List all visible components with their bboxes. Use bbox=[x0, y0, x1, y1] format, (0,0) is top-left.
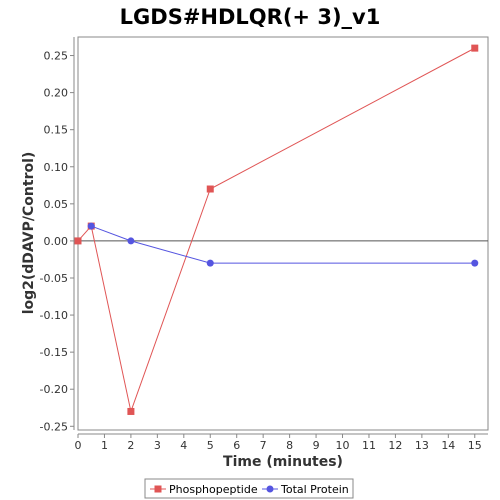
x-tick-label: 9 bbox=[313, 439, 320, 452]
x-tick-label: 8 bbox=[286, 439, 293, 452]
series-layer bbox=[74, 44, 479, 415]
chart-title: LGDS#HDLQR(+ 3)_v1 bbox=[120, 5, 381, 29]
x-tick-label: 14 bbox=[441, 439, 455, 452]
series-total-protein bbox=[87, 222, 479, 267]
x-tick-label: 15 bbox=[468, 439, 482, 452]
data-point bbox=[87, 222, 95, 230]
legend-total-protein-label: Total Protein bbox=[280, 483, 349, 496]
x-tick-label: 2 bbox=[127, 439, 134, 452]
y-tick-label: 0.00 bbox=[44, 235, 69, 248]
x-tick-label: 10 bbox=[336, 439, 350, 452]
data-point bbox=[127, 407, 135, 415]
y-tick-label: 0.20 bbox=[44, 87, 69, 100]
y-tick-label: 0.05 bbox=[44, 198, 69, 211]
y-tick-label: 0.10 bbox=[44, 161, 69, 174]
plot-area bbox=[77, 36, 489, 431]
legend-box bbox=[144, 478, 354, 499]
y-tick-label: 0.25 bbox=[44, 50, 69, 63]
y-tick-label: 0.15 bbox=[44, 124, 69, 137]
y-tick-label: -0.05 bbox=[40, 272, 68, 285]
x-axis-label: Time (minutes) bbox=[223, 454, 343, 470]
y-axis-label: log2(dDAVP/Control) bbox=[21, 152, 37, 315]
legend-total-protein-marker bbox=[266, 485, 274, 493]
x-tick-label: 4 bbox=[180, 439, 187, 452]
x-tick-label: 1 bbox=[101, 439, 108, 452]
data-point bbox=[471, 259, 479, 267]
data-point bbox=[206, 185, 214, 193]
y-tick-label: -0.20 bbox=[40, 383, 68, 396]
y-tick-label: -0.15 bbox=[40, 346, 68, 359]
x-tick-label: 12 bbox=[388, 439, 402, 452]
data-point bbox=[206, 259, 214, 267]
y-tick-label: -0.10 bbox=[40, 309, 68, 322]
data-point bbox=[127, 237, 135, 245]
y-tick-label: -0.25 bbox=[40, 420, 68, 433]
legend: Phosphopeptide Total Protein bbox=[144, 478, 354, 499]
x-tick-label: 0 bbox=[75, 439, 82, 452]
x-tick-label: 11 bbox=[362, 439, 376, 452]
legend-phosphopeptide-label: Phosphopeptide bbox=[169, 483, 258, 496]
series-line bbox=[91, 225, 475, 264]
x-tick-label: 13 bbox=[415, 439, 429, 452]
y-axis: -0.25 -0.20 -0.15 -0.10 -0.05 0.00 0.05 0.10 0.1… bbox=[40, 37, 75, 433]
x-tick-label: 3 bbox=[154, 439, 161, 452]
x-tick-label: 6 bbox=[233, 439, 240, 452]
data-point bbox=[471, 44, 479, 52]
x-tick-label: 7 bbox=[260, 439, 267, 452]
x-tick-label: 5 bbox=[207, 439, 214, 452]
legend-phosphopeptide-marker bbox=[154, 485, 162, 493]
data-point bbox=[74, 237, 82, 245]
x-axis: 0 1 2 3 4 5 6 7 8 9 10 11 12 13 14 15 bbox=[75, 433, 488, 452]
